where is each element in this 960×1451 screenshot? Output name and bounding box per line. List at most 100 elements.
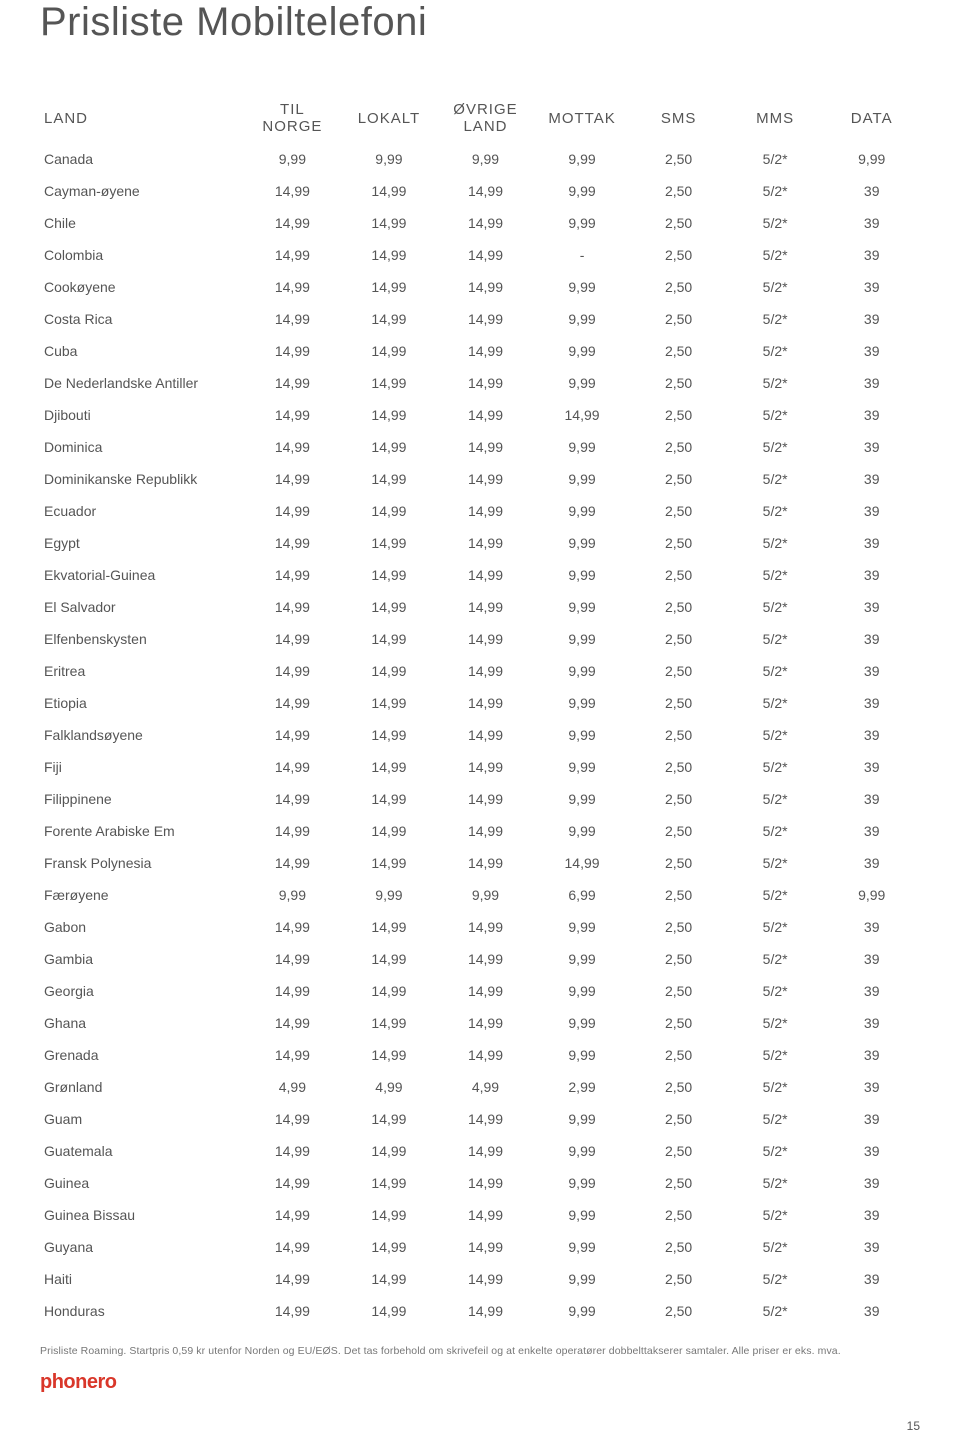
cell-value: 14,99 (341, 1231, 438, 1263)
cell-value: 9,99 (534, 1007, 631, 1039)
cell-value: 14,99 (244, 527, 341, 559)
cell-value: 39 (823, 815, 920, 847)
cell-value: 39 (823, 623, 920, 655)
cell-value: 39 (823, 943, 920, 975)
cell-value: 39 (823, 271, 920, 303)
cell-value: 39 (823, 719, 920, 751)
cell-value: 9,99 (341, 143, 438, 175)
cell-value: 4,99 (341, 1071, 438, 1103)
cell-value: 9,99 (437, 879, 534, 911)
cell-value: 14,99 (341, 1263, 438, 1295)
col-header-mms: MMS (727, 93, 824, 143)
cell-value: 2,50 (630, 463, 727, 495)
cell-land: Ekvatorial-Guinea (40, 559, 244, 591)
table-row: Færøyene9,999,999,996,992,505/2*9,99 (40, 879, 920, 911)
cell-land: Guam (40, 1103, 244, 1135)
cell-land: Gambia (40, 943, 244, 975)
cell-value: 14,99 (341, 463, 438, 495)
cell-value: 5/2* (727, 175, 824, 207)
cell-value: 14,99 (244, 719, 341, 751)
cell-value: 5/2* (727, 463, 824, 495)
cell-value: 14,99 (437, 911, 534, 943)
cell-value: 39 (823, 1071, 920, 1103)
cell-value: 14,99 (244, 495, 341, 527)
table-row: Dominikanske Republikk14,9914,9914,999,9… (40, 463, 920, 495)
cell-value: 5/2* (727, 815, 824, 847)
cell-land: Etiopia (40, 687, 244, 719)
cell-value: 39 (823, 527, 920, 559)
cell-value: 5/2* (727, 559, 824, 591)
table-row: Georgia14,9914,9914,999,992,505/2*39 (40, 975, 920, 1007)
footnote-text: Prisliste Roaming. Startpris 0,59 kr ute… (40, 1345, 920, 1357)
cell-value: 9,99 (823, 143, 920, 175)
col-header-data: DATA (823, 93, 920, 143)
table-row: El Salvador14,9914,9914,999,992,505/2*39 (40, 591, 920, 623)
cell-value: 14,99 (437, 463, 534, 495)
cell-land: Cayman-øyene (40, 175, 244, 207)
cell-value: 9,99 (823, 879, 920, 911)
cell-value: 9,99 (534, 911, 631, 943)
cell-value: 39 (823, 1263, 920, 1295)
cell-land: Guyana (40, 1231, 244, 1263)
cell-value: 14,99 (341, 815, 438, 847)
cell-value: 9,99 (534, 143, 631, 175)
cell-value: 5/2* (727, 879, 824, 911)
cell-value: 14,99 (341, 911, 438, 943)
cell-value: 39 (823, 911, 920, 943)
cell-value: 5/2* (727, 303, 824, 335)
cell-value: 14,99 (341, 1167, 438, 1199)
table-row: De Nederlandske Antiller14,9914,9914,999… (40, 367, 920, 399)
page-title: Prisliste Mobiltelefoni (40, 0, 920, 45)
table-row: Canada9,999,999,999,992,505/2*9,99 (40, 143, 920, 175)
cell-value: 5/2* (727, 367, 824, 399)
cell-value: 14,99 (341, 271, 438, 303)
table-row: Eritrea14,9914,9914,999,992,505/2*39 (40, 655, 920, 687)
cell-land: Canada (40, 143, 244, 175)
cell-value: 39 (823, 591, 920, 623)
cell-value: 14,99 (437, 367, 534, 399)
cell-value: 14,99 (341, 1199, 438, 1231)
cell-value: 2,50 (630, 751, 727, 783)
col-header-mottak: MOTTAK (534, 93, 631, 143)
cell-value: 2,50 (630, 1135, 727, 1167)
cell-value: 14,99 (244, 911, 341, 943)
cell-value: 5/2* (727, 143, 824, 175)
cell-value: 39 (823, 1199, 920, 1231)
table-row: Guam14,9914,9914,999,992,505/2*39 (40, 1103, 920, 1135)
cell-value: 14,99 (437, 975, 534, 1007)
cell-value: 5/2* (727, 1199, 824, 1231)
cell-value: 14,99 (341, 399, 438, 431)
cell-value: 5/2* (727, 431, 824, 463)
cell-value: 9,99 (534, 719, 631, 751)
cell-value: 39 (823, 207, 920, 239)
cell-value: 14,99 (437, 783, 534, 815)
cell-value: 14,99 (244, 847, 341, 879)
cell-land: Georgia (40, 975, 244, 1007)
cell-value: 2,50 (630, 1263, 727, 1295)
cell-value: 14,99 (437, 1039, 534, 1071)
table-row: Ekvatorial-Guinea14,9914,9914,999,992,50… (40, 559, 920, 591)
cell-value: 9,99 (534, 431, 631, 463)
cell-value: 39 (823, 1039, 920, 1071)
cell-land: Djibouti (40, 399, 244, 431)
cell-value: 2,50 (630, 239, 727, 271)
cell-land: Gabon (40, 911, 244, 943)
cell-land: Grenada (40, 1039, 244, 1071)
cell-value: 9,99 (534, 1167, 631, 1199)
cell-land: Guinea (40, 1167, 244, 1199)
cell-value: 5/2* (727, 1231, 824, 1263)
table-row: Fransk Polynesia14,9914,9914,9914,992,50… (40, 847, 920, 879)
cell-value: 39 (823, 655, 920, 687)
table-row: Guyana14,9914,9914,999,992,505/2*39 (40, 1231, 920, 1263)
cell-value: 14,99 (341, 687, 438, 719)
cell-land: Cuba (40, 335, 244, 367)
cell-value: 14,99 (244, 815, 341, 847)
cell-value: 39 (823, 335, 920, 367)
page-container: Prisliste Mobiltelefoni LAND TIL NORGE L… (0, 0, 960, 1451)
cell-value: 9,99 (534, 1135, 631, 1167)
cell-value: 9,99 (534, 271, 631, 303)
cell-land: De Nederlandske Antiller (40, 367, 244, 399)
table-row: Djibouti14,9914,9914,9914,992,505/2*39 (40, 399, 920, 431)
cell-value: 5/2* (727, 623, 824, 655)
cell-value: 14,99 (341, 559, 438, 591)
